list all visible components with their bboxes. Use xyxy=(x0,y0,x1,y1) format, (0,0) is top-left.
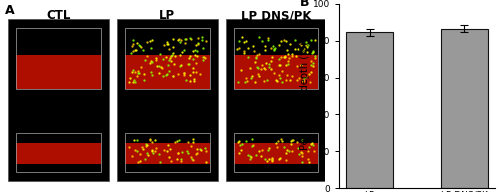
Bar xyxy=(16,28,101,89)
Bar xyxy=(346,32,394,188)
Bar xyxy=(117,19,218,181)
Bar xyxy=(234,28,318,89)
Bar xyxy=(16,142,101,164)
Text: LP: LP xyxy=(159,9,176,22)
Bar xyxy=(125,133,210,172)
Y-axis label: Penetration depth (%): Penetration depth (%) xyxy=(300,42,310,150)
Bar xyxy=(125,28,210,89)
Bar xyxy=(234,142,318,164)
Text: A: A xyxy=(5,4,15,17)
Bar xyxy=(440,29,488,188)
Text: B: B xyxy=(300,0,310,9)
Bar xyxy=(226,19,326,181)
Bar xyxy=(16,133,101,172)
Bar xyxy=(8,19,109,181)
Bar xyxy=(234,133,318,172)
Text: LP DNS/PK: LP DNS/PK xyxy=(240,9,311,22)
Text: CTL: CTL xyxy=(46,9,70,22)
Bar xyxy=(125,55,210,89)
Bar xyxy=(16,55,101,89)
Bar xyxy=(125,142,210,164)
Bar xyxy=(234,55,318,89)
